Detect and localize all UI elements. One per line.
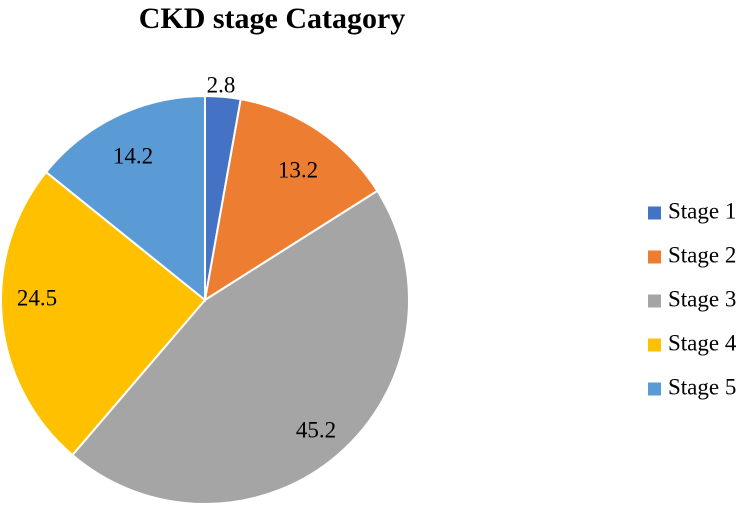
legend-label-3: Stage 3 bbox=[668, 286, 736, 311]
legend-swatch-2 bbox=[648, 250, 661, 264]
legend-swatch-1 bbox=[648, 206, 661, 220]
pie-slices bbox=[0, 94, 410, 505]
legend-swatch-3 bbox=[648, 294, 661, 308]
pie-slice-3 bbox=[70, 189, 410, 505]
pie-slice-2 bbox=[203, 97, 379, 303]
pie-slice-5 bbox=[44, 94, 206, 303]
data-label-2: 13.2 bbox=[278, 157, 318, 182]
legend-label-2: Stage 2 bbox=[668, 242, 736, 267]
legend-swatch-4 bbox=[648, 338, 661, 352]
data-label-5: 14.2 bbox=[113, 143, 153, 168]
legend-swatch-5 bbox=[648, 382, 661, 396]
legend-label-1: Stage 1 bbox=[668, 198, 736, 223]
data-label-3: 45.2 bbox=[296, 417, 336, 442]
legend: Stage 1 Stage 2 Stage 3 Stage 4 Stage 5 bbox=[648, 198, 737, 399]
data-label-1: 2.8 bbox=[207, 72, 236, 97]
data-label-4: 24.5 bbox=[17, 285, 57, 310]
chart-title: CKD stage Catagory bbox=[139, 2, 406, 35]
legend-label-4: Stage 4 bbox=[668, 330, 737, 355]
pie-data-labels: 2.8 13.2 45.2 24.5 14.2 bbox=[17, 72, 336, 442]
legend-label-5: Stage 5 bbox=[668, 374, 736, 399]
pie-slice-4 bbox=[0, 170, 207, 457]
